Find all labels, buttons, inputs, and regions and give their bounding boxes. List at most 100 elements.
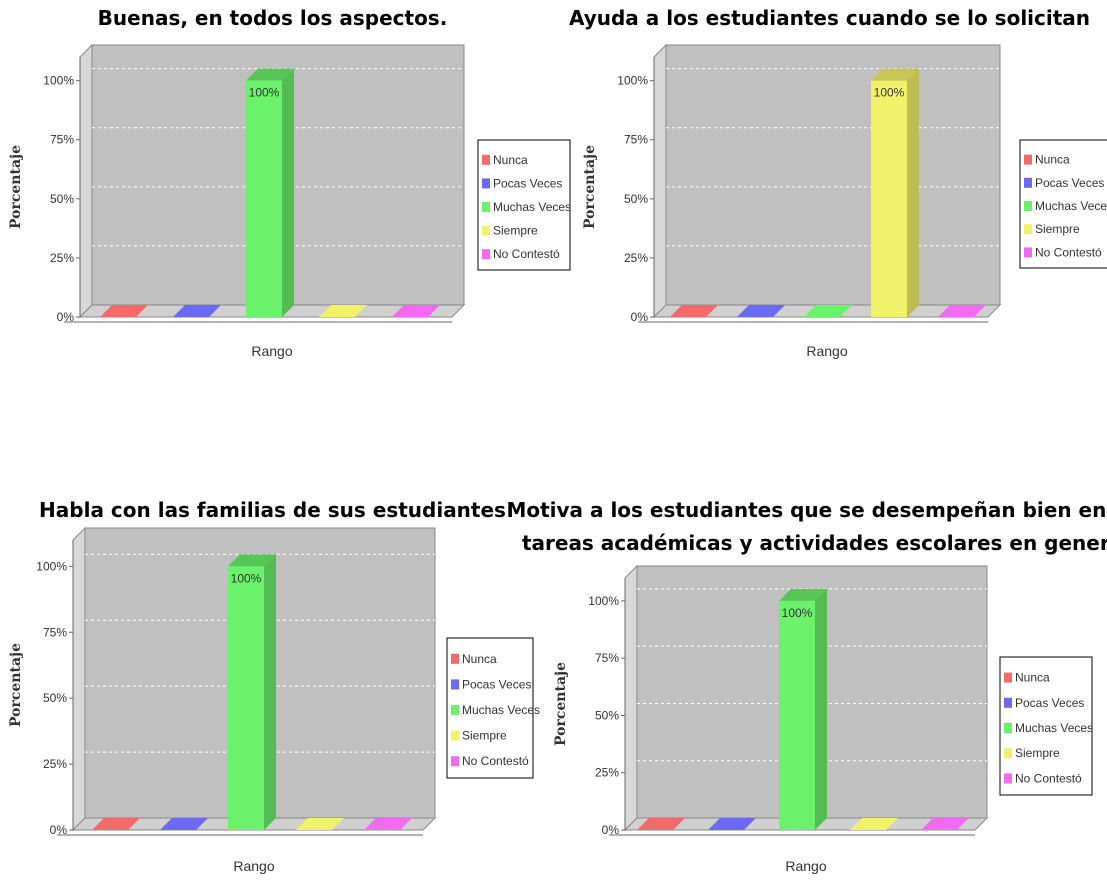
legend-swatch <box>1004 672 1012 683</box>
legend-label: Muchas Veces <box>1035 199 1107 213</box>
bar-flat <box>392 305 440 317</box>
y-tick-label: 50% <box>43 691 67 705</box>
plot-side-wall <box>624 564 638 832</box>
bar-no-contesto <box>392 305 440 317</box>
y-axis-label: Porcentaje <box>553 662 569 746</box>
legend-swatch <box>482 225 490 236</box>
chart-title-line-0: Buenas, en todos los aspectos. <box>98 6 448 30</box>
legend-swatch <box>1024 201 1032 211</box>
legend-swatch <box>482 202 490 212</box>
legend-swatch <box>1004 697 1012 708</box>
bar-top <box>779 588 827 601</box>
y-tick-label: 25% <box>595 766 619 780</box>
bar-side <box>264 554 276 830</box>
bar-flat <box>708 818 756 830</box>
plot-side-wall <box>653 43 667 319</box>
chart-title-line-0: Ayuda a los estudiantes cuando se lo sol… <box>569 6 1090 30</box>
bar-pocas-veces <box>173 305 221 317</box>
y-tick-label: 0% <box>631 310 649 324</box>
legend-box <box>999 656 1093 796</box>
legend-label: Pocas Veces <box>462 677 531 691</box>
chart-motiva-estudiantes: Motiva a los estudiantes que se desempeñ… <box>506 498 1107 874</box>
y-tick-label: 100% <box>36 559 67 573</box>
legend-swatch <box>1024 224 1032 235</box>
y-tick-label: 50% <box>50 192 74 206</box>
y-tick-label: 0% <box>602 823 620 837</box>
legend: Nunca Pocas Veces Muchas Veces Siempre No Co… <box>446 637 540 779</box>
bar-pocas-veces <box>160 818 208 830</box>
x-axis-label: Rango <box>251 343 292 359</box>
y-axis-label: Porcentaje <box>8 145 24 229</box>
plot-side-wall <box>79 43 93 319</box>
legend-swatch <box>1004 773 1012 784</box>
y-tick-label: 25% <box>624 251 648 265</box>
legend-swatch <box>482 154 490 165</box>
x-axis-label: Rango <box>806 343 847 359</box>
y-tick-label: 100% <box>588 594 619 608</box>
legend-label: No Contestó <box>1035 245 1102 259</box>
y-tick-label: 50% <box>624 192 648 206</box>
y-tick-label: 0% <box>50 823 68 837</box>
legend-swatch <box>451 730 459 741</box>
legend-swatch <box>451 705 459 715</box>
bar-flat <box>921 818 969 830</box>
plot-side-wall <box>72 526 86 832</box>
x-axis-label: Rango <box>785 858 826 874</box>
bar-value-label: 100% <box>874 86 905 100</box>
legend: Nunca Pocas Veces Muchas Veces Siempre No Co… <box>999 656 1093 796</box>
bar-muchas-veces: 100% <box>246 68 294 318</box>
bar-flat <box>670 305 718 317</box>
legend-box <box>1019 139 1107 269</box>
bar-siempre: 100% <box>871 68 919 318</box>
bar-flat <box>173 305 221 317</box>
bar-flat <box>850 818 898 830</box>
legend-swatch <box>1004 723 1012 733</box>
y-tick-label: 100% <box>43 74 74 88</box>
y-tick-label: 75% <box>43 625 67 639</box>
legend-swatch <box>482 178 490 189</box>
bar-flat <box>938 305 986 317</box>
bar-front <box>246 80 282 318</box>
bar-nunca <box>670 305 718 317</box>
legend-label: Nunca <box>493 153 528 167</box>
bar-flat <box>364 818 412 830</box>
bar-muchas-veces: 100% <box>779 588 827 830</box>
bar-flat <box>319 305 367 317</box>
bar-muchas-veces <box>804 305 852 317</box>
legend: Nunca Pocas Veces Muchas Veces Siempre No Co… <box>477 139 571 271</box>
bar-value-label: 100% <box>231 571 262 585</box>
bar-muchas-veces: 100% <box>228 554 276 830</box>
y-tick-label: 100% <box>617 74 648 88</box>
chart-title-line-1: tareas académicas y actividades escolare… <box>522 531 1107 555</box>
legend-label: No Contestó <box>493 247 560 261</box>
bar-nunca <box>637 818 685 830</box>
bar-front <box>871 80 907 318</box>
bar-siempre <box>319 305 367 317</box>
legend-swatch <box>451 653 459 664</box>
legend-label: Muchas Veces <box>1015 721 1093 735</box>
bar-top <box>246 68 294 81</box>
y-tick-label: 25% <box>43 757 67 771</box>
bar-top <box>871 68 919 81</box>
bar-siempre <box>850 818 898 830</box>
legend-swatch <box>482 249 490 260</box>
legend-label: Pocas Veces <box>1015 696 1084 710</box>
bar-flat <box>92 818 140 830</box>
chart-title-line-0: Motiva a los estudiantes que se desempeñ… <box>506 498 1107 522</box>
legend-swatch <box>1004 748 1012 759</box>
bar-flat <box>100 305 148 317</box>
legend-label: Pocas Veces <box>1035 176 1104 190</box>
plot-back-wall <box>665 44 1001 306</box>
bar-no-contesto <box>938 305 986 317</box>
legend-label: Nunca <box>462 652 497 666</box>
legend-label: Siempre <box>462 729 507 743</box>
bar-side <box>815 588 827 830</box>
chart-buenas-en-todos: Buenas, en todos los aspectos. 0% 25% 50% 75… <box>8 6 571 359</box>
bar-flat <box>737 305 785 317</box>
chart-title-line-0: Habla con las familias de sus estudiante… <box>39 498 506 522</box>
bar-pocas-veces <box>737 305 785 317</box>
legend-label: Nunca <box>1015 671 1050 685</box>
bar-top <box>228 554 276 567</box>
legend: Nunca Pocas Veces Muchas Veces Siempre No Co… <box>1019 139 1107 269</box>
legend-swatch <box>1024 247 1032 258</box>
